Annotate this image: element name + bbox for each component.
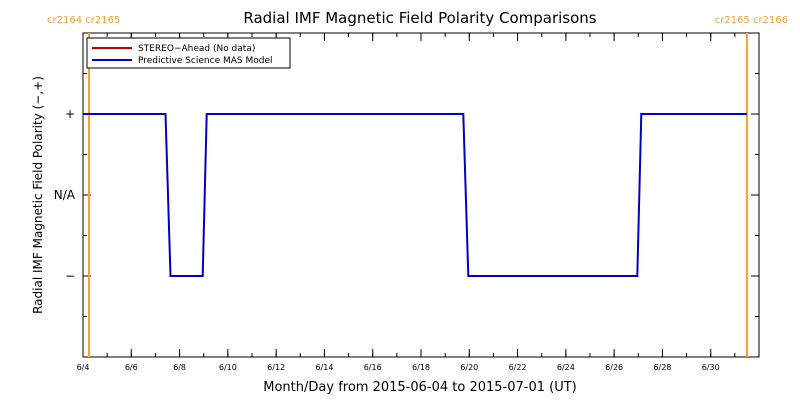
x-tick-label: 6/10 bbox=[219, 363, 237, 372]
x-axis-label: Month/Day from 2015-06-04 to 2015-07-01 … bbox=[263, 380, 576, 395]
x-tick-label: 6/16 bbox=[364, 363, 382, 372]
legend-label-model: Predictive Science MAS Model bbox=[138, 56, 273, 66]
x-tick-label: 6/12 bbox=[267, 363, 285, 372]
x-tick-label: 6/4 bbox=[77, 363, 90, 372]
legend: STEREO−Ahead (No data) Predictive Scienc… bbox=[86, 37, 291, 69]
x-tick-label: 6/14 bbox=[315, 363, 333, 372]
y-axis-label: Radial IMF Magnetic Field Polarity (−,+) bbox=[31, 76, 45, 314]
plot-area: 6/4 6/6 6/8 6/10 6/12 6/14 6/16 6/18 6/20 6/22 6/2… bbox=[54, 32, 760, 372]
x-tick-label: 6/18 bbox=[412, 363, 430, 372]
carrington-label-right: cr2165 cr2166 bbox=[715, 15, 788, 26]
x-tick-label: 6/30 bbox=[702, 363, 720, 372]
legend-label-stereo: STEREO−Ahead (No data) bbox=[138, 44, 255, 54]
carrington-label-left: cr2164 cr2165 bbox=[47, 15, 120, 26]
series-layer bbox=[83, 113, 747, 277]
y-tick-label: + bbox=[65, 107, 75, 121]
chart-title: Radial IMF Magnetic Field Polarity Compa… bbox=[243, 9, 596, 27]
series-line-model bbox=[83, 113, 747, 277]
y-tick-label: N/A bbox=[54, 188, 76, 202]
x-tick-label: 6/20 bbox=[460, 363, 478, 372]
plot-frame bbox=[82, 32, 760, 358]
x-tick-label: 6/28 bbox=[653, 363, 671, 372]
carrington-markers bbox=[88, 33, 748, 357]
x-tick-label: 6/22 bbox=[509, 363, 527, 372]
x-axis-ticks: 6/4 6/6 6/8 6/10 6/12 6/14 6/16 6/18 6/20 6/22 6/2… bbox=[77, 33, 760, 372]
y-tick-label: − bbox=[65, 269, 75, 283]
x-tick-label: 6/24 bbox=[557, 363, 575, 372]
x-tick-label: 6/6 bbox=[125, 363, 138, 372]
x-tick-label: 6/26 bbox=[605, 363, 623, 372]
legend-box bbox=[86, 37, 291, 69]
y-axis-ticks: + N/A − bbox=[54, 73, 759, 317]
x-tick-label: 6/8 bbox=[173, 363, 186, 372]
